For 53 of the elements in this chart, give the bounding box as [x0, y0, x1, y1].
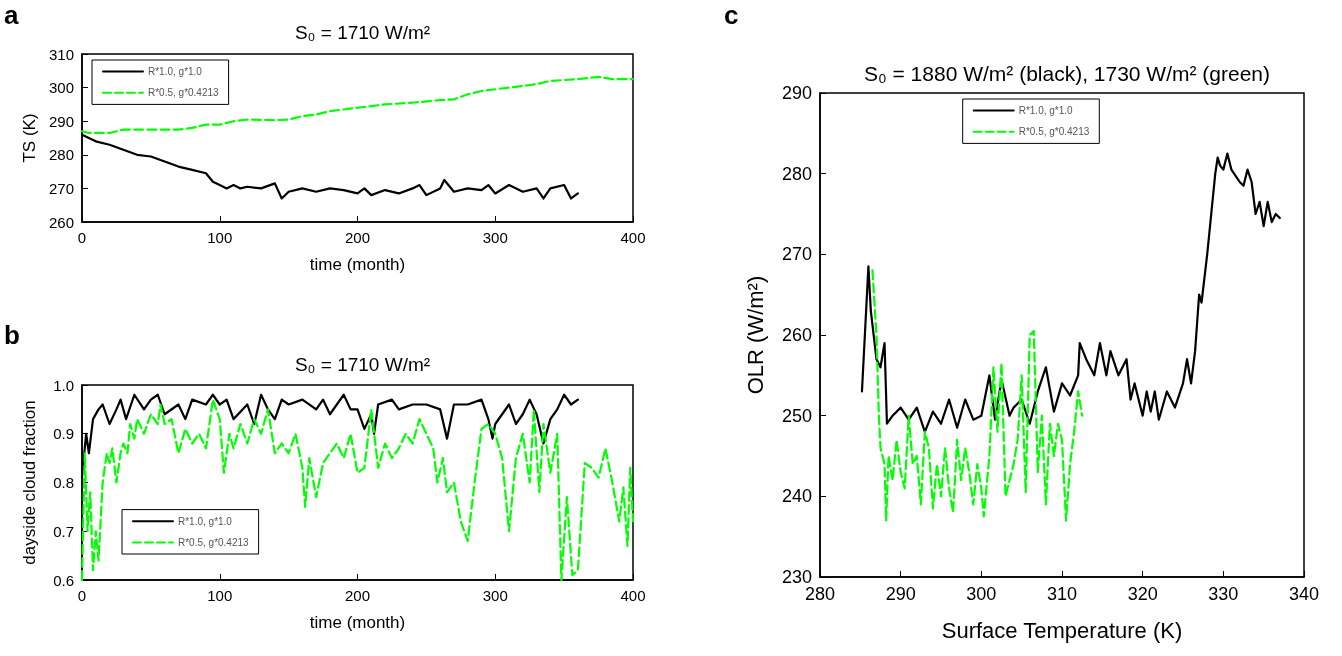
- x-tick-label: 310: [1046, 584, 1078, 604]
- y-tick-label: 280: [781, 163, 812, 184]
- text: a: [4, 0, 19, 30]
- y-tick-label: 230: [781, 567, 812, 587]
- x-tick-label: 200: [344, 229, 371, 246]
- chart-title: S₀ = 1710 W/m²: [294, 22, 431, 43]
- x-tick-label: 0: [77, 587, 87, 604]
- x-axis-title: time (month): [309, 613, 406, 632]
- legend-label: R*0.5, g*0.4213: [1018, 126, 1090, 138]
- y-tick-label: 240: [781, 486, 812, 507]
- y-tick-label: 270: [48, 179, 74, 197]
- x-tick-label: 200: [344, 587, 371, 604]
- y-tick-label: 300: [48, 79, 74, 97]
- y-tick-label: 1.0: [53, 376, 74, 394]
- y-tick-label: 0.9: [53, 425, 74, 443]
- x-tick-label: 290: [885, 584, 916, 604]
- y-tick-label: 290: [48, 112, 74, 130]
- x-tick-label: 400: [620, 229, 646, 246]
- y-tick-label: 250: [781, 405, 812, 426]
- x-tick-label: 330: [1208, 584, 1239, 604]
- legend-label: R*0.5, g*0.4213: [148, 87, 220, 99]
- y-tick-label: 260: [781, 325, 812, 345]
- x-axis-title: Surface Temperature (K): [941, 617, 1183, 643]
- x-axis-title: time (month): [309, 255, 406, 274]
- x-tick-label: 100: [207, 229, 233, 246]
- legend-label: R*1.0, g*1.0: [1018, 105, 1074, 117]
- x-tick-label: 300: [966, 584, 997, 604]
- x-tick-label: 340: [1288, 584, 1320, 604]
- y-tick-label: 270: [781, 244, 812, 265]
- y-tick-label: 0.6: [53, 571, 74, 589]
- y-tick-label: 290: [781, 83, 812, 103]
- y-tick-label: 310: [48, 45, 74, 63]
- y-tick-label: 260: [48, 213, 74, 231]
- x-tick-label: 300: [482, 587, 508, 604]
- y-axis-title: TS (K): [20, 113, 39, 163]
- text: c: [724, 0, 739, 30]
- y-tick-label: 0.8: [53, 474, 74, 491]
- chart-title: S₀ = 1710 W/m²: [294, 354, 431, 375]
- y-axis-title: dayside cloud fraction: [20, 400, 39, 565]
- x-tick-label: 280: [804, 584, 836, 604]
- y-tick-label: 0.7: [53, 522, 74, 540]
- x-tick-label: 0: [77, 229, 87, 246]
- chart-title: S₀ = 1880 W/m² (black), 1730 W/m² (green): [863, 62, 1271, 85]
- y-tick-label: 280: [48, 146, 74, 164]
- x-tick-label: 400: [620, 587, 646, 604]
- legend-label: R*1.0, g*1.0: [148, 66, 203, 78]
- legend-label: R*0.5, g*0.4213: [178, 536, 250, 548]
- legend-label: R*1.0, g*1.0: [178, 515, 233, 527]
- x-tick-label: 300: [482, 229, 508, 246]
- x-tick-label: 320: [1127, 584, 1158, 604]
- y-axis-title: OLR (W/m²): [742, 275, 768, 395]
- text: b: [4, 320, 20, 350]
- x-tick-label: 100: [207, 587, 233, 604]
